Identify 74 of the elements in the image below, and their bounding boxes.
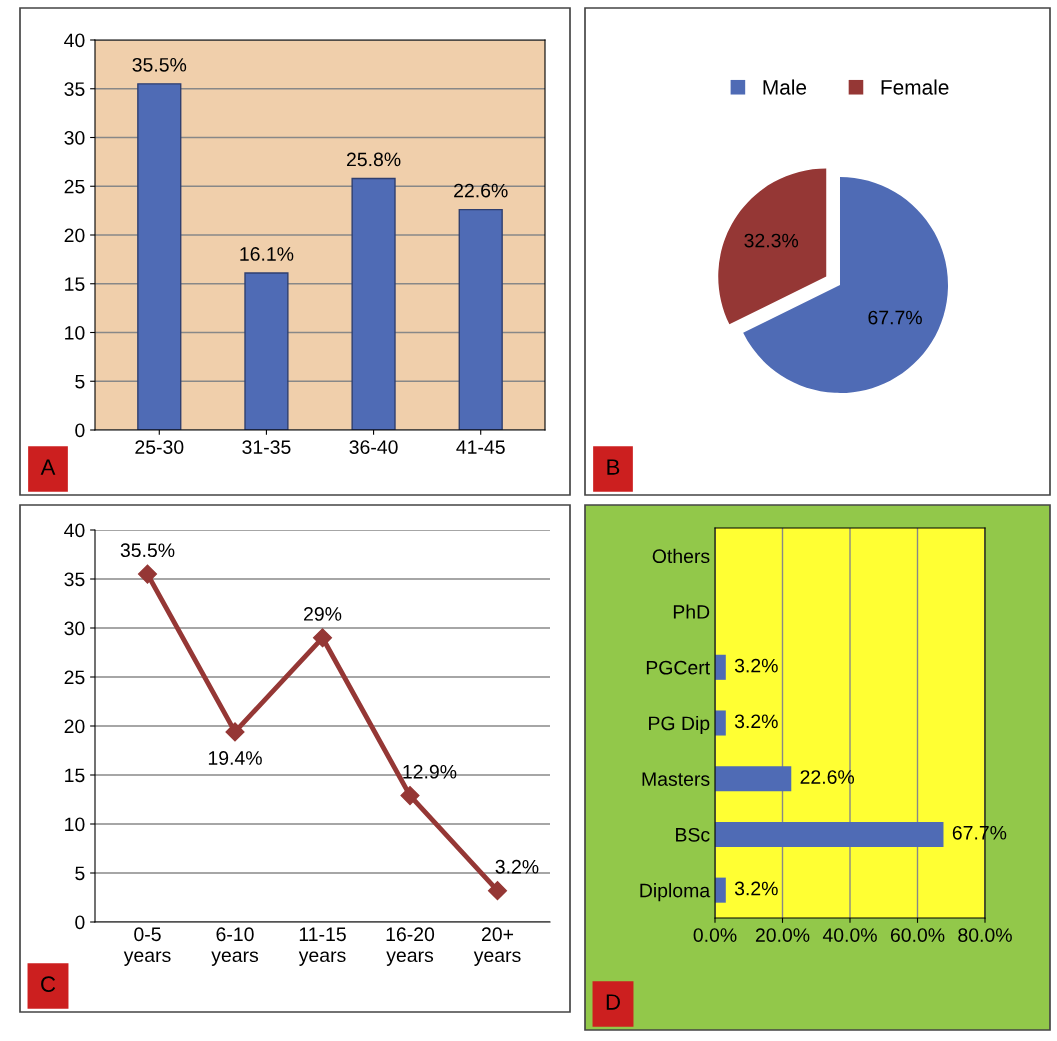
y-tick-label: 25 bbox=[64, 179, 85, 194]
y-tick-label: Diploma bbox=[640, 883, 711, 902]
y-tick-label: 15 bbox=[65, 277, 85, 291]
x-tick-label: 20.0% bbox=[755, 928, 810, 942]
y-tick-label: 15 bbox=[65, 768, 85, 783]
x-tick-label: 6-10 years bbox=[211, 927, 259, 966]
point bbox=[487, 881, 508, 901]
bar bbox=[351, 177, 396, 430]
x-tick-label: 31-35 bbox=[242, 440, 291, 454]
x-tick-label: 0.0% bbox=[693, 928, 737, 942]
y-tick-label: 40 bbox=[64, 33, 85, 48]
y-tick-label: Masters bbox=[642, 772, 710, 786]
x-tick-label: 0-5 years bbox=[123, 927, 171, 966]
bar bbox=[137, 83, 182, 430]
data-label: 35.5% bbox=[120, 543, 175, 558]
y-tick-label: BSc bbox=[676, 827, 710, 842]
y-tick-label: 35 bbox=[64, 82, 85, 96]
bar bbox=[244, 272, 289, 430]
y-tick-label: 10 bbox=[65, 817, 85, 832]
point bbox=[400, 786, 420, 806]
data-label: 19.4% bbox=[208, 751, 262, 765]
bar bbox=[458, 208, 503, 430]
bar bbox=[715, 766, 792, 792]
data-label: 3.2% bbox=[734, 881, 778, 896]
bar bbox=[715, 821, 944, 847]
data-label: 3.2% bbox=[734, 714, 778, 729]
x-tick-label: 40.0% bbox=[822, 928, 877, 942]
y-tick-label: 5 bbox=[75, 866, 85, 881]
y-tick-label: 5 bbox=[75, 374, 85, 389]
y-tick-label: PGCert bbox=[646, 660, 710, 675]
text: B bbox=[607, 459, 620, 475]
bar bbox=[715, 654, 726, 680]
point bbox=[225, 722, 245, 742]
x-tick-label: 41-45 bbox=[456, 440, 505, 454]
legend-label: Female bbox=[881, 79, 949, 95]
y-tick-label: 20 bbox=[64, 228, 85, 243]
point bbox=[137, 564, 158, 584]
data-label: 22.6% bbox=[454, 183, 508, 198]
data-label: 35.5% bbox=[132, 57, 187, 72]
data-label: 25.8% bbox=[346, 152, 401, 167]
data-label: 22.6% bbox=[800, 770, 855, 784]
x-tick-label: 60.0% bbox=[890, 928, 945, 942]
data-label: 16.1% bbox=[240, 247, 294, 261]
x-tick-label: 80.0% bbox=[958, 928, 1012, 942]
data-label: 3.2% bbox=[495, 859, 539, 874]
y-tick-label: PG Dip bbox=[649, 715, 710, 735]
data-label: 67.7% bbox=[868, 310, 922, 325]
bar bbox=[715, 877, 726, 903]
x-tick-label: 16-20 years bbox=[386, 927, 435, 966]
x-tick-label: 20+ years bbox=[473, 927, 521, 966]
y-tick-label: 40 bbox=[64, 523, 85, 538]
x-tick-label: 25-30 bbox=[135, 440, 184, 454]
y-tick-label: PhD bbox=[673, 604, 710, 619]
data-label: 3.2% bbox=[734, 658, 778, 673]
data-label: 12.9% bbox=[403, 764, 457, 779]
data-label: 32.3% bbox=[744, 233, 799, 248]
text: A bbox=[40, 459, 56, 475]
x-tick-label: 36-40 bbox=[349, 440, 398, 454]
x-tick-label: 11-15 years bbox=[298, 927, 346, 966]
point bbox=[312, 628, 333, 648]
text: C bbox=[41, 976, 56, 992]
y-tick-label: 30 bbox=[64, 621, 85, 636]
y-tick-label: 25 bbox=[64, 670, 85, 685]
y-tick-label: 0 bbox=[75, 423, 85, 438]
y-tick-label: 30 bbox=[64, 130, 85, 145]
y-tick-label: 35 bbox=[64, 572, 85, 587]
y-tick-label: 0 bbox=[75, 915, 85, 930]
y-tick-label: 20 bbox=[64, 719, 85, 734]
bar bbox=[715, 710, 726, 736]
text: D bbox=[606, 994, 620, 1010]
y-tick-label: Others bbox=[652, 548, 710, 564]
y-tick-label: 10 bbox=[65, 325, 85, 340]
data-label: 29% bbox=[304, 607, 342, 621]
legend-label: Male bbox=[763, 79, 807, 95]
